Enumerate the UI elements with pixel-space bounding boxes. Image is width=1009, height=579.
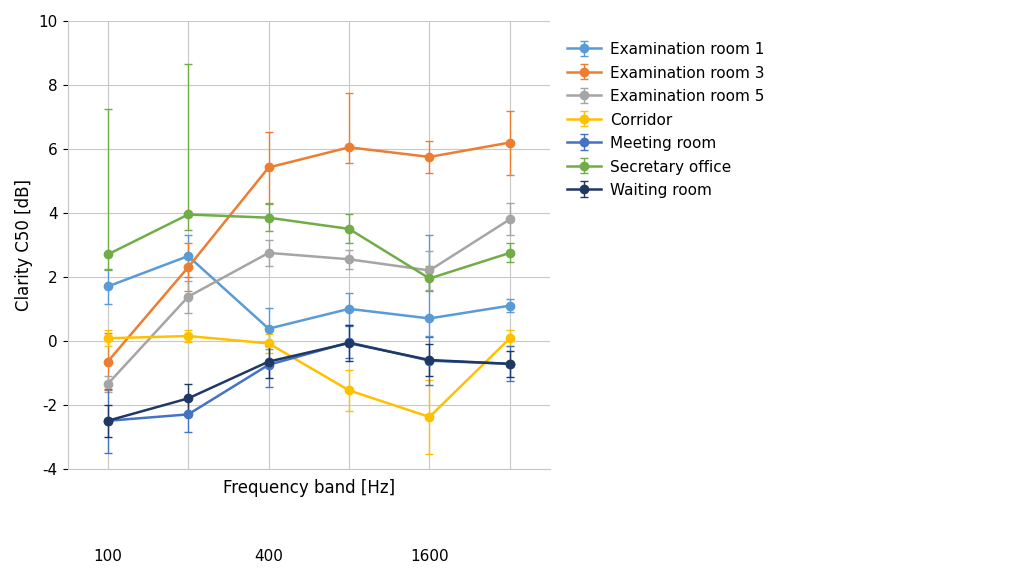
- Y-axis label: Clarity C50 [dB]: Clarity C50 [dB]: [15, 179, 33, 311]
- Text: 1600: 1600: [410, 549, 449, 565]
- Legend: Examination room 1, Examination room 3, Examination room 5, Corridor, Meeting ro: Examination room 1, Examination room 3, …: [563, 38, 769, 203]
- Text: 100: 100: [93, 549, 122, 565]
- Text: 400: 400: [254, 549, 284, 565]
- X-axis label: Frequency band [Hz]: Frequency band [Hz]: [223, 479, 395, 497]
